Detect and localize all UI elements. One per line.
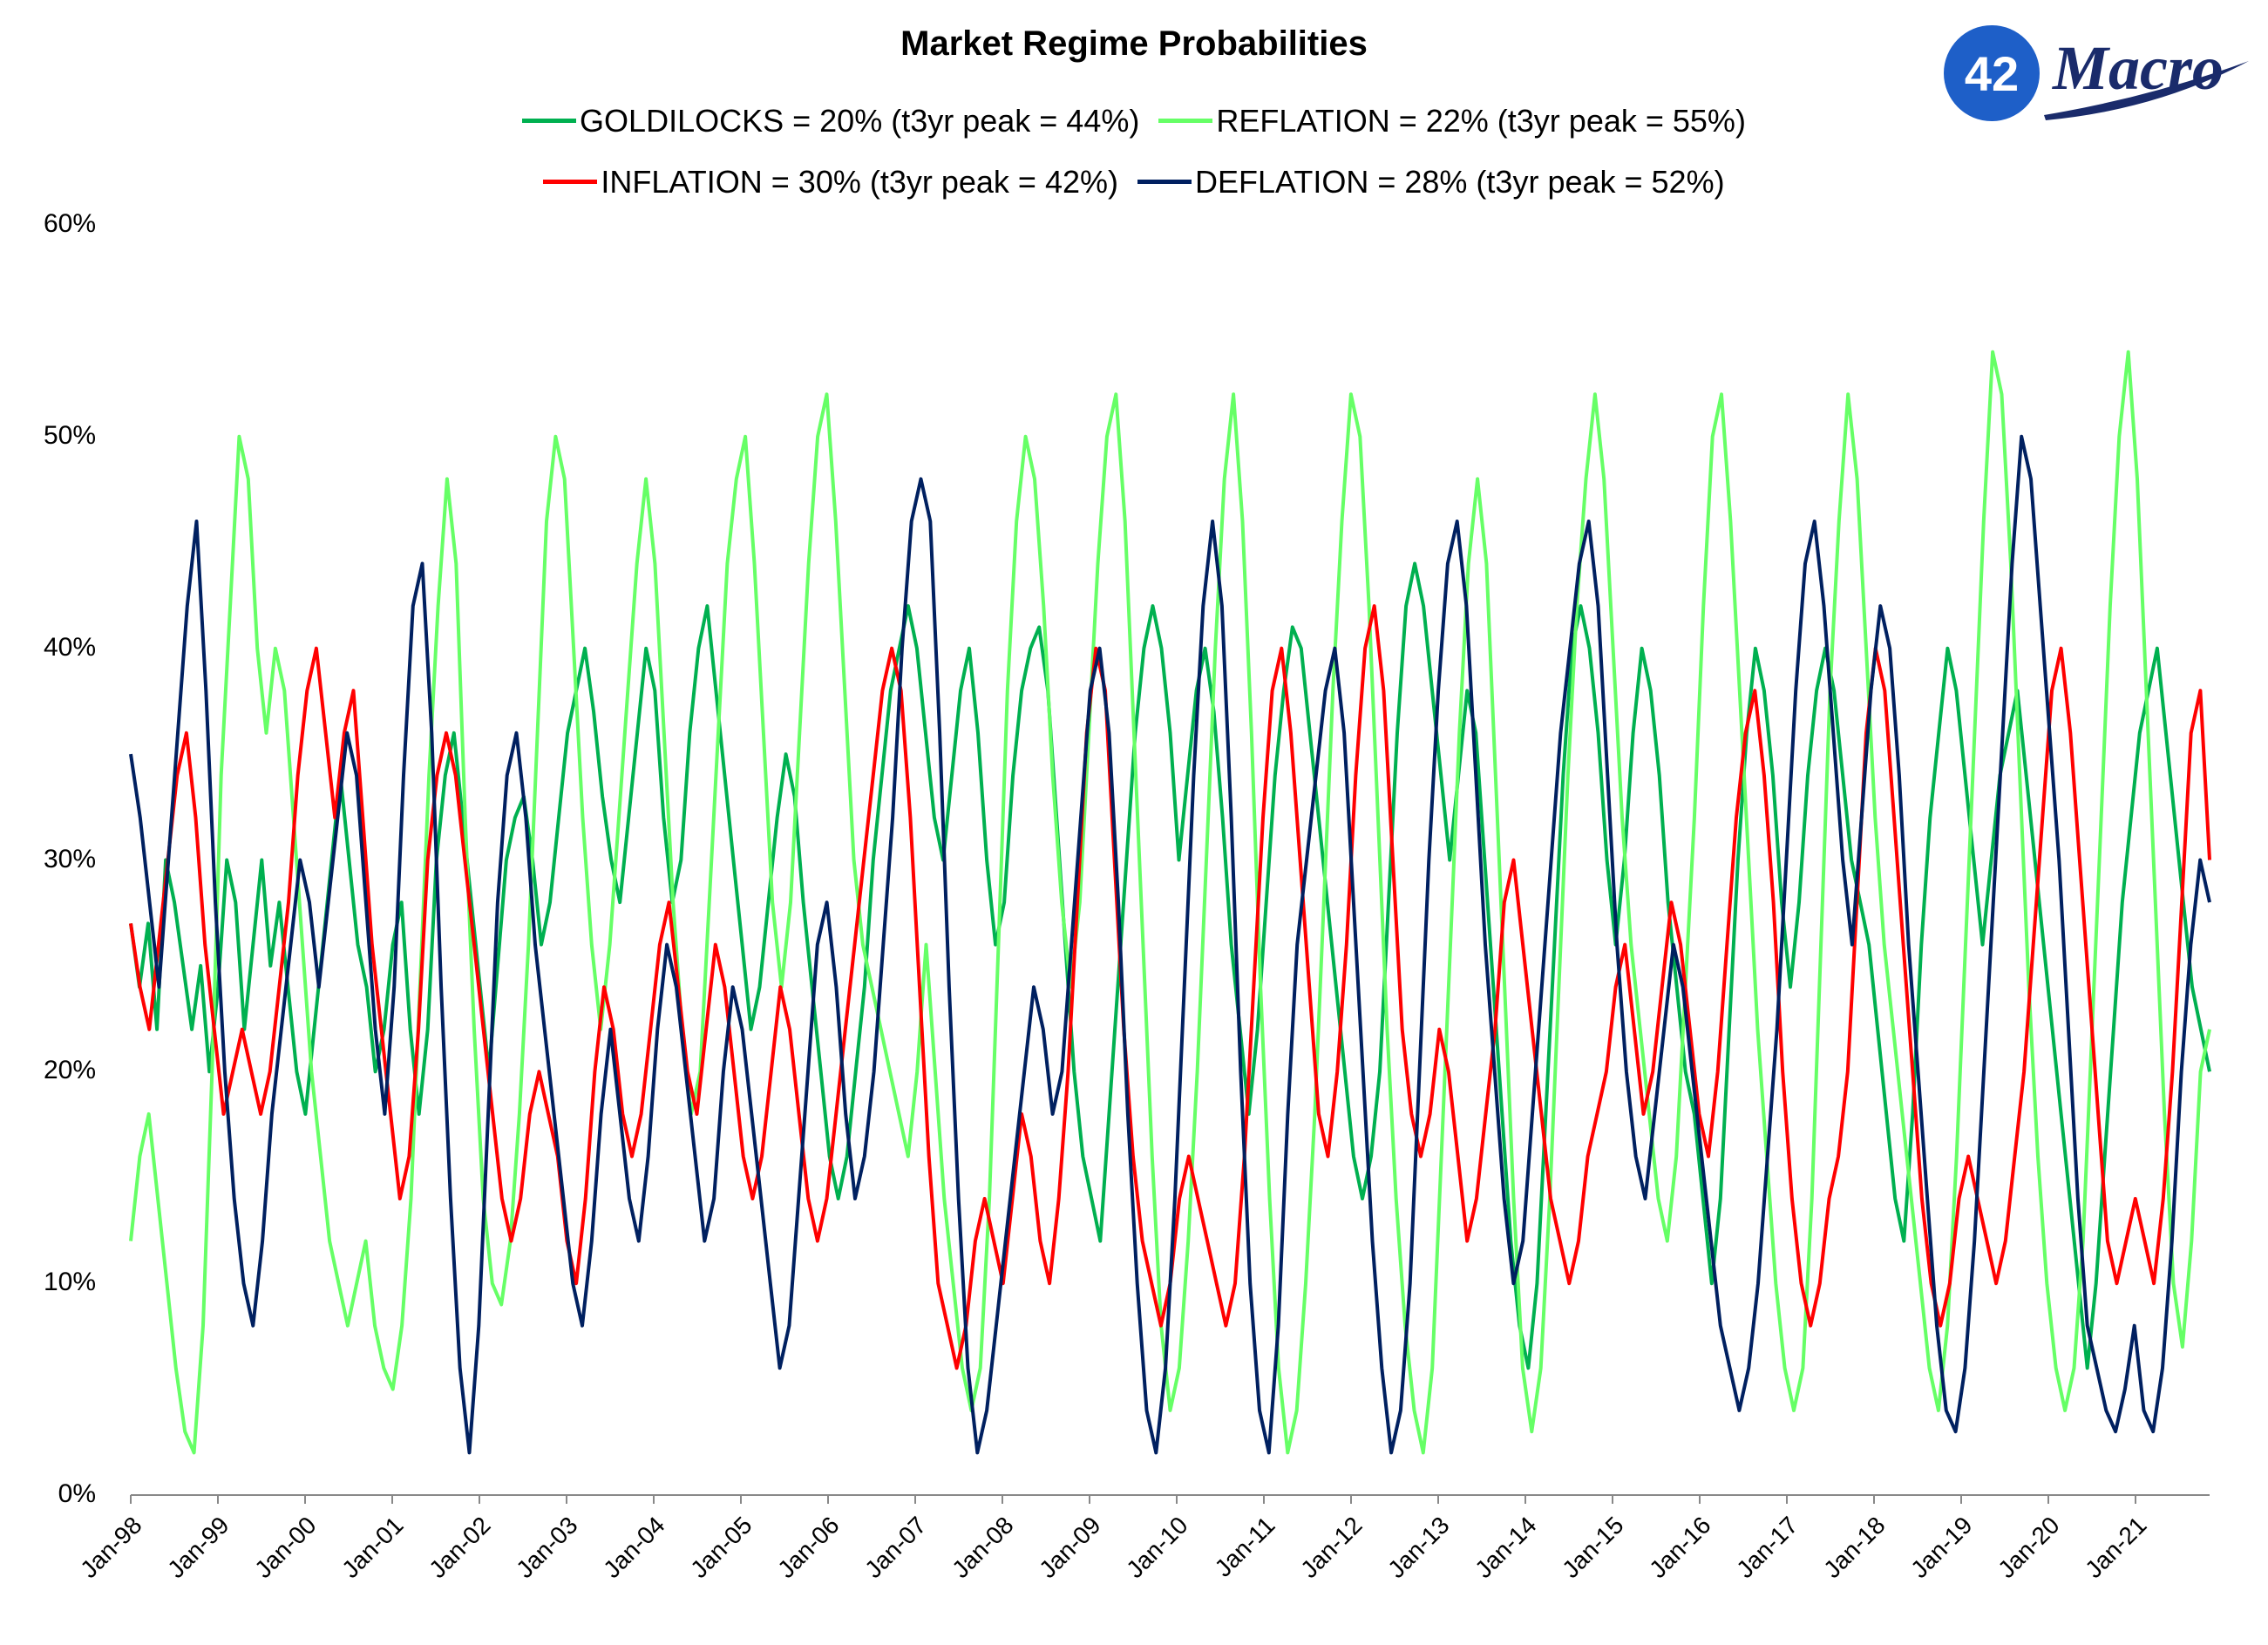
brand-logo: 42 Macro (1939, 17, 2258, 131)
y-tick-label: 50% (43, 420, 96, 450)
legend-swatch-deflation (1137, 179, 1192, 184)
legend-swatch-inflation (543, 179, 598, 184)
legend-label-deflation: DEFLATION = 28% (t3yr peak = 52%) (1195, 164, 1725, 200)
y-tick-label: 30% (43, 844, 96, 873)
legend-row-1: GOLDILOCKS = 20% (t3yr peak = 44%) REFLA… (0, 103, 2268, 139)
legend-label-goldilocks: GOLDILOCKS = 20% (t3yr peak = 44%) (580, 103, 1140, 139)
legend-row-2: INFLATION = 30% (t3yr peak = 42%) DEFLAT… (0, 164, 2268, 201)
legend-label-reflation: REFLATION = 22% (t3yr peak = 55%) (1216, 103, 1746, 139)
y-tick-label: 0% (58, 1479, 96, 1508)
y-tick-label: 60% (43, 209, 96, 238)
series-line-goldilocks (129, 561, 2211, 1370)
logo-swoosh-icon (2044, 61, 2249, 120)
logo-number: 42 (1965, 46, 2019, 101)
legend-item-reflation: REFLATION = 22% (t3yr peak = 55%) (1158, 103, 1746, 139)
series-line-reflation (129, 350, 2211, 1455)
logo-wordmark: Macro (2052, 33, 2224, 103)
y-tick-label: 20% (43, 1056, 96, 1085)
chart-title: Market Regime Probabilities (900, 24, 1368, 63)
legend-item-inflation: INFLATION = 30% (t3yr peak = 42%) (543, 164, 1118, 201)
legend-swatch-goldilocks (522, 118, 577, 123)
legend-item-deflation: DEFLATION = 28% (t3yr peak = 52%) (1137, 164, 1725, 201)
legend-swatch-reflation (1158, 118, 1213, 123)
series-line-deflation (129, 434, 2211, 1455)
y-tick-label: 10% (43, 1268, 96, 1297)
logo-circle-icon (1944, 25, 2040, 121)
y-tick-label: 40% (43, 632, 96, 662)
legend-item-goldilocks: GOLDILOCKS = 20% (t3yr peak = 44%) (522, 103, 1139, 139)
legend-label-inflation: INFLATION = 30% (t3yr peak = 42%) (601, 164, 1118, 200)
